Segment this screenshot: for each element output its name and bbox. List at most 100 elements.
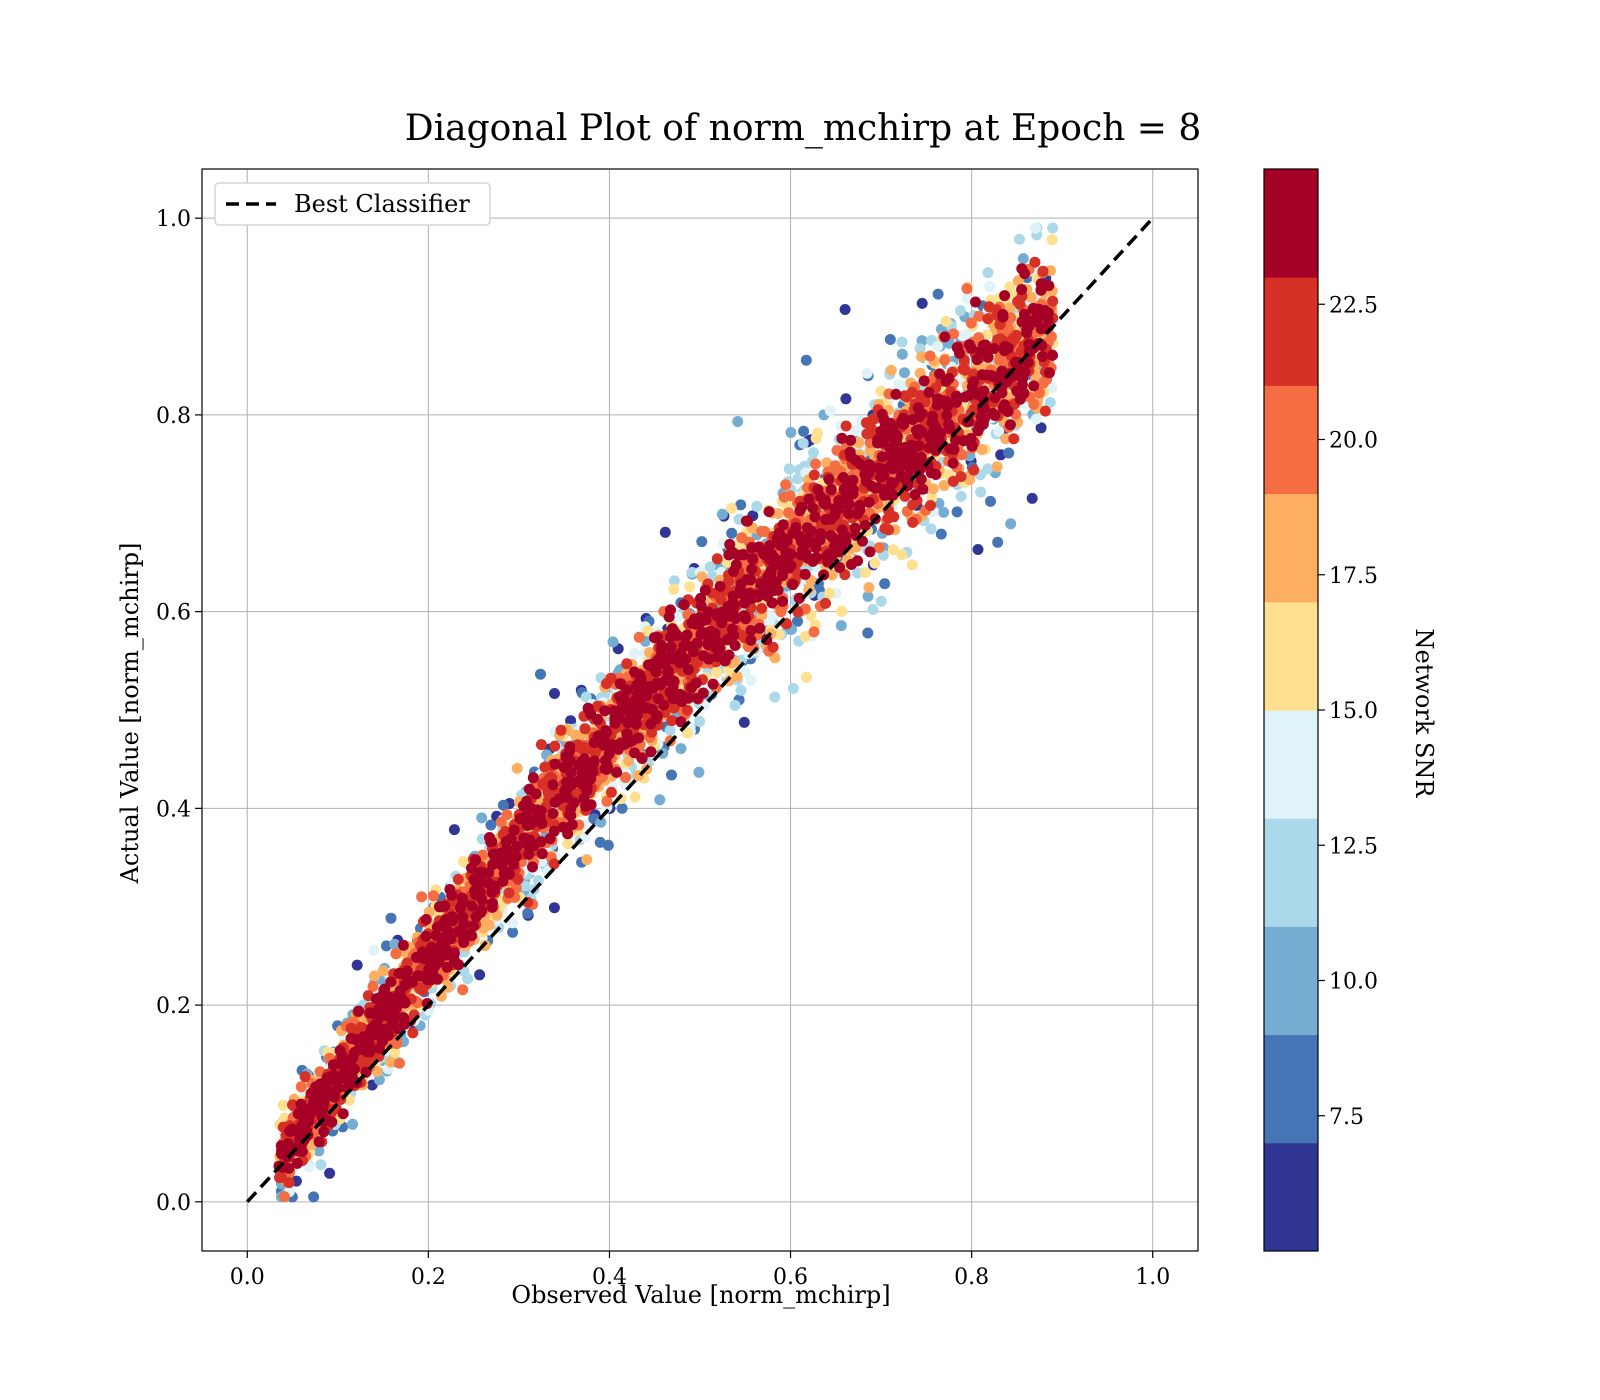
scatter-point (872, 434, 884, 446)
scatter-point (754, 622, 766, 634)
scatter-point (787, 683, 799, 694)
scatter-point (735, 499, 747, 511)
scatter-point (458, 936, 470, 948)
scatter-point (668, 575, 680, 587)
scatter-point (947, 457, 959, 469)
scatter-point (923, 386, 935, 398)
scatter-point (296, 1146, 308, 1157)
scatter-point (773, 629, 785, 640)
scatter-point (947, 475, 959, 487)
scatter-point (1005, 518, 1017, 530)
scatter-point (764, 615, 776, 626)
scatter-point (777, 519, 789, 531)
scatter-point (549, 796, 561, 808)
scatter-point (853, 437, 865, 448)
scatter-point (588, 755, 600, 767)
scatter-point (601, 763, 613, 775)
scatter-point (896, 348, 908, 360)
chart-title: Diagonal Plot of norm_mchirp at Epoch = … (405, 108, 1202, 149)
scatter-point (980, 369, 992, 381)
scatter-point (745, 674, 757, 686)
scatter-point (976, 444, 988, 456)
scatter-point (420, 930, 432, 942)
scatter-point (621, 684, 633, 696)
scatter-point (845, 451, 857, 462)
scatter-point (862, 590, 874, 602)
scatter-point (982, 267, 994, 279)
scatter-point (474, 969, 486, 981)
scatter-point (547, 779, 559, 791)
scatter-point (869, 557, 881, 569)
scatter-point (968, 464, 980, 476)
scatter-point (592, 714, 604, 725)
scatter-point (893, 379, 905, 391)
scatter-point (283, 1177, 295, 1189)
scatter-point (825, 484, 837, 495)
scatter-point (665, 604, 676, 616)
scatter-point (956, 449, 968, 461)
scatter-point (654, 794, 666, 806)
scatter-point (377, 965, 389, 977)
scatter-point (582, 702, 594, 714)
scatter-point (557, 821, 569, 833)
scatter-point (899, 367, 910, 379)
scatter-point (860, 417, 872, 429)
scatter-point (751, 500, 763, 512)
scatter-point (836, 605, 848, 617)
scatter-point (457, 855, 469, 867)
scatter-point (845, 434, 857, 446)
scatter-point (485, 819, 497, 831)
scatter-point (501, 809, 513, 821)
scatter-point (785, 427, 797, 438)
scatter-point (665, 641, 677, 653)
scatter-point (938, 506, 950, 518)
scatter-point (1043, 367, 1055, 379)
scatter-point (935, 427, 947, 439)
scatter-point (1003, 447, 1015, 459)
scatter-point (349, 1063, 360, 1075)
scatter-point (984, 281, 996, 293)
scatter-points (273, 222, 1059, 1203)
scatter-point (1026, 492, 1038, 504)
scatter-point (1013, 233, 1025, 245)
scatter-point (862, 627, 874, 639)
scatter-point (522, 907, 534, 919)
scatter-point (646, 726, 658, 738)
scatter-point (601, 678, 612, 690)
scatter-point (899, 490, 911, 502)
scatter-point (932, 341, 944, 352)
scatter-point (1008, 433, 1020, 445)
scatter-point (367, 981, 379, 992)
scatter-point (519, 880, 531, 892)
scatter-point (991, 461, 1003, 473)
scatter-point (456, 892, 468, 904)
scatter-point (957, 363, 969, 375)
scatter-point (594, 836, 606, 848)
scatter-point (580, 691, 592, 703)
scatter-point (532, 875, 544, 887)
scatter-point (512, 873, 524, 885)
scatter-point (975, 486, 987, 498)
scatter-point (887, 463, 899, 475)
scatter-point (809, 511, 821, 523)
scatter-point (599, 755, 611, 767)
scatter-point (549, 688, 560, 699)
scatter-point (667, 693, 679, 705)
scatter-point (948, 328, 960, 340)
scatter-point (466, 862, 477, 874)
scatter-point (859, 520, 871, 531)
scatter-point (1046, 382, 1058, 393)
scatter-point (369, 970, 380, 982)
scatter-point (797, 437, 809, 449)
scatter-point (667, 681, 679, 693)
scatter-point (909, 489, 921, 501)
scatter-point (389, 938, 401, 950)
scatter-point (938, 480, 950, 491)
scatter-point (651, 631, 663, 643)
scatter-point (808, 447, 819, 459)
scatter-point (621, 734, 633, 746)
scatter-point (503, 887, 515, 899)
scatter-point (274, 1172, 285, 1184)
scatter-point (925, 523, 937, 535)
scatter-point (457, 984, 469, 996)
